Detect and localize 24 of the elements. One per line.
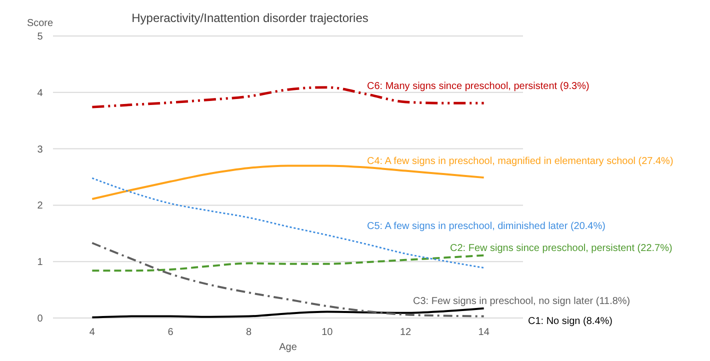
y-axis-title: Score	[26, 18, 54, 29]
series-label: C5: A few signs in preschool, diminished later (20.4%)	[367, 221, 606, 232]
x-tick-label: 14	[478, 327, 490, 338]
x-tick-label: 4	[89, 327, 96, 338]
text: C1: No sign (8.4%)	[528, 316, 612, 327]
y-tick-label: 5	[37, 32, 44, 42]
y-tick-label: 0	[37, 314, 44, 324]
line-series	[91, 254, 485, 272]
y-tick-label: 4	[37, 88, 44, 99]
line-series	[91, 307, 485, 318]
y-tick-label: 1	[37, 257, 44, 268]
y-tick-label: 3	[37, 144, 44, 156]
x-tick-label: 10	[322, 327, 334, 338]
series-label: C3: Few signs in preschool, no sign later (11.8%)	[413, 296, 630, 307]
series-label: C4: A few signs in preschool, magnified in elementary school (27.4%)	[367, 156, 674, 167]
y-tick-label: 2	[37, 200, 44, 212]
series-label: C2: Few signs since preschool, persistent (22.7%)	[450, 243, 672, 254]
line-series	[91, 164, 485, 200]
x-tick-label: 12	[400, 327, 412, 338]
chart-title: Hyperactivity/Inattention disorder trajectories	[132, 11, 368, 25]
x-tick-label: 8	[246, 327, 252, 338]
x-axis-title: Age	[279, 342, 298, 353]
series-label: C6: Many signs since preschool, persistent (9.3%)	[367, 81, 590, 92]
x-tick-label: 6	[168, 327, 174, 338]
